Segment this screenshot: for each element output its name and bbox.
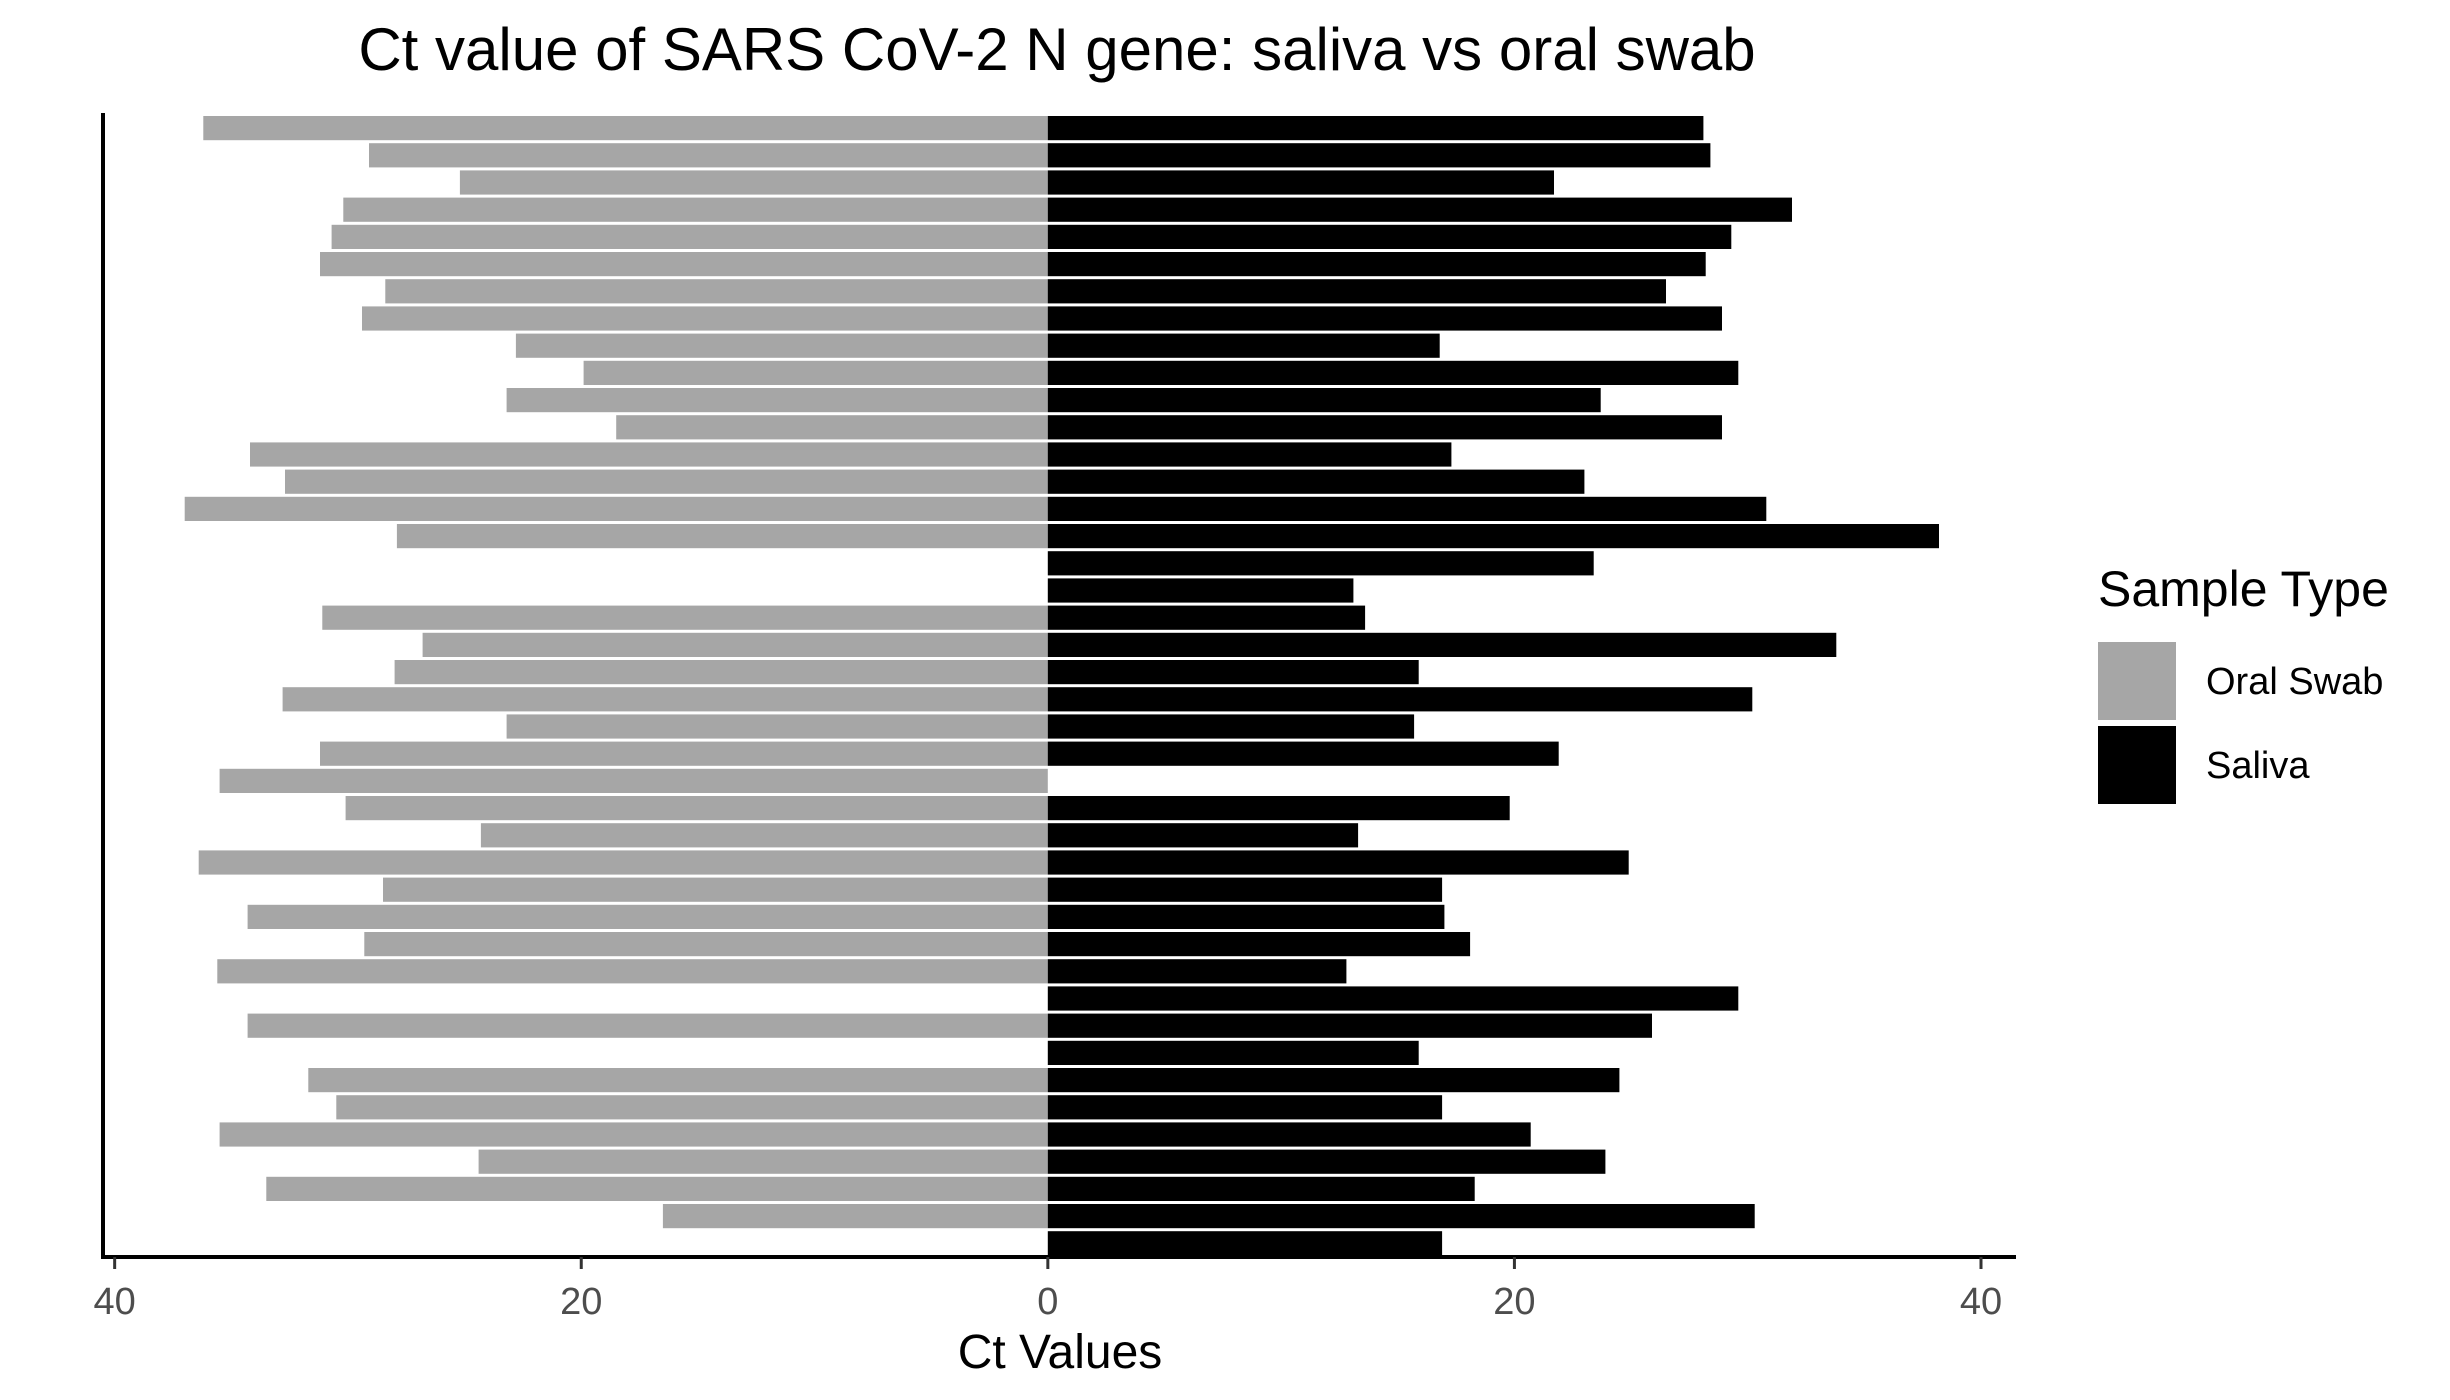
oral-swab-bar-15	[184, 496, 1048, 521]
oral-swab-bar-4	[343, 197, 1048, 222]
saliva-bar-38	[1047, 1122, 1531, 1147]
legend-label-saliva: Saliva	[2206, 745, 2310, 787]
saliva-bar-34	[1047, 1013, 1652, 1038]
saliva-bar-41	[1047, 1204, 1755, 1229]
oral-swab-bar-30	[247, 904, 1048, 929]
saliva-bar-12	[1047, 415, 1722, 440]
legend-swatch-oral-swab	[2098, 642, 2176, 720]
oral-swab-bar-8	[362, 306, 1048, 331]
saliva-bar-28	[1047, 850, 1629, 875]
saliva-bar-23	[1047, 714, 1415, 739]
oral-swab-bar-22	[282, 687, 1048, 712]
saliva-bar-35	[1047, 1040, 1419, 1065]
saliva-bar-29	[1047, 877, 1443, 902]
chart-title: Ct value of SARS CoV-2 N gene: saliva vs…	[358, 16, 1755, 83]
saliva-bar-3	[1047, 170, 1554, 195]
oral-swab-bar-26	[345, 796, 1048, 821]
x-tick-label: 40	[1960, 1281, 2002, 1323]
oral-swab-bar-28	[198, 850, 1048, 875]
oral-swab-bar-19	[322, 605, 1048, 630]
oral-swab-bar-31	[364, 932, 1048, 957]
legend-items: Oral Swab Saliva	[2098, 642, 2383, 804]
oral-swab-bar-41	[662, 1204, 1048, 1229]
oral-swab-bar-25	[219, 768, 1048, 793]
saliva-bar-20	[1047, 632, 1837, 657]
saliva-bar-13	[1047, 442, 1452, 467]
x-tick-label: 40	[94, 1281, 136, 1323]
oral-swab-bar-40	[266, 1176, 1048, 1201]
oral-swab-bar-37	[336, 1095, 1048, 1120]
oral-swab-bar-23	[506, 714, 1048, 739]
oral-swab-bar-7	[385, 279, 1048, 304]
oral-swab-bar-27	[480, 823, 1048, 848]
oral-swab-bar-39	[478, 1149, 1048, 1174]
saliva-bar-8	[1047, 306, 1722, 331]
saliva-bar-2	[1047, 143, 1711, 168]
saliva-bar-15	[1047, 496, 1767, 521]
saliva-bar-24	[1047, 741, 1559, 766]
saliva-bar-17	[1047, 551, 1594, 576]
oral-swab-bar-21	[394, 660, 1048, 685]
saliva-bar-31	[1047, 932, 1471, 957]
oral-swab-bar-14	[285, 469, 1048, 494]
saliva-bar-19	[1047, 605, 1366, 630]
saliva-bar-14	[1047, 469, 1585, 494]
saliva-bar-26	[1047, 796, 1510, 821]
oral-swab-bar-11	[506, 388, 1048, 413]
oral-swab-bar-32	[217, 959, 1048, 984]
x-tick-label: 20	[560, 1281, 602, 1323]
legend-swatch-saliva	[2098, 726, 2176, 804]
saliva-bar-18	[1047, 578, 1354, 603]
saliva-bar-39	[1047, 1149, 1606, 1174]
saliva-bar-10	[1047, 360, 1739, 385]
oral-swab-bar-9	[515, 333, 1048, 358]
x-tick-label: 20	[1493, 1281, 1535, 1323]
saliva-bar-11	[1047, 388, 1601, 413]
legend-label-oral-swab: Oral Swab	[2206, 661, 2383, 703]
oral-swab-bar-24	[320, 741, 1048, 766]
saliva-bar-27	[1047, 823, 1359, 848]
oral-swab-bar-6	[320, 252, 1048, 277]
legend: Sample Type Oral Swab Saliva	[2098, 561, 2389, 804]
oral-swab-bar-12	[616, 415, 1048, 440]
bars	[184, 116, 1939, 1256]
x-ticks: 40 20 0 20 40	[94, 1257, 2002, 1323]
saliva-bar-21	[1047, 660, 1419, 685]
oral-swab-bar-36	[308, 1068, 1048, 1093]
oral-swab-bar-38	[219, 1122, 1048, 1147]
saliva-bar-40	[1047, 1176, 1475, 1201]
x-axis-title: Ct Values	[958, 1326, 1163, 1379]
saliva-bar-37	[1047, 1095, 1443, 1120]
saliva-bar-5	[1047, 224, 1732, 249]
saliva-bar-33	[1047, 986, 1739, 1011]
saliva-bar-4	[1047, 197, 1792, 222]
saliva-bar-1	[1047, 116, 1704, 141]
saliva-bar-16	[1047, 524, 1939, 549]
oral-swab-bar-16	[396, 524, 1048, 549]
oral-swab-bar-2	[369, 143, 1048, 168]
saliva-bar-42	[1047, 1231, 1443, 1256]
oral-swab-bar-5	[331, 224, 1048, 249]
oral-swab-bar-1	[203, 116, 1048, 141]
oral-swab-bar-3	[459, 170, 1048, 195]
saliva-bar-36	[1047, 1068, 1620, 1093]
oral-swab-bar-10	[583, 360, 1048, 385]
saliva-bar-22	[1047, 687, 1753, 712]
oral-swab-bar-29	[383, 877, 1048, 902]
oral-swab-bar-13	[250, 442, 1048, 467]
saliva-bar-9	[1047, 333, 1440, 358]
saliva-bar-6	[1047, 252, 1706, 277]
saliva-bar-32	[1047, 959, 1347, 984]
oral-swab-bar-34	[247, 1013, 1048, 1038]
saliva-bar-30	[1047, 904, 1445, 929]
saliva-bar-7	[1047, 279, 1666, 304]
oral-swab-bar-20	[422, 632, 1048, 657]
legend-title: Sample Type	[2098, 561, 2389, 617]
x-tick-label: 0	[1037, 1281, 1058, 1323]
